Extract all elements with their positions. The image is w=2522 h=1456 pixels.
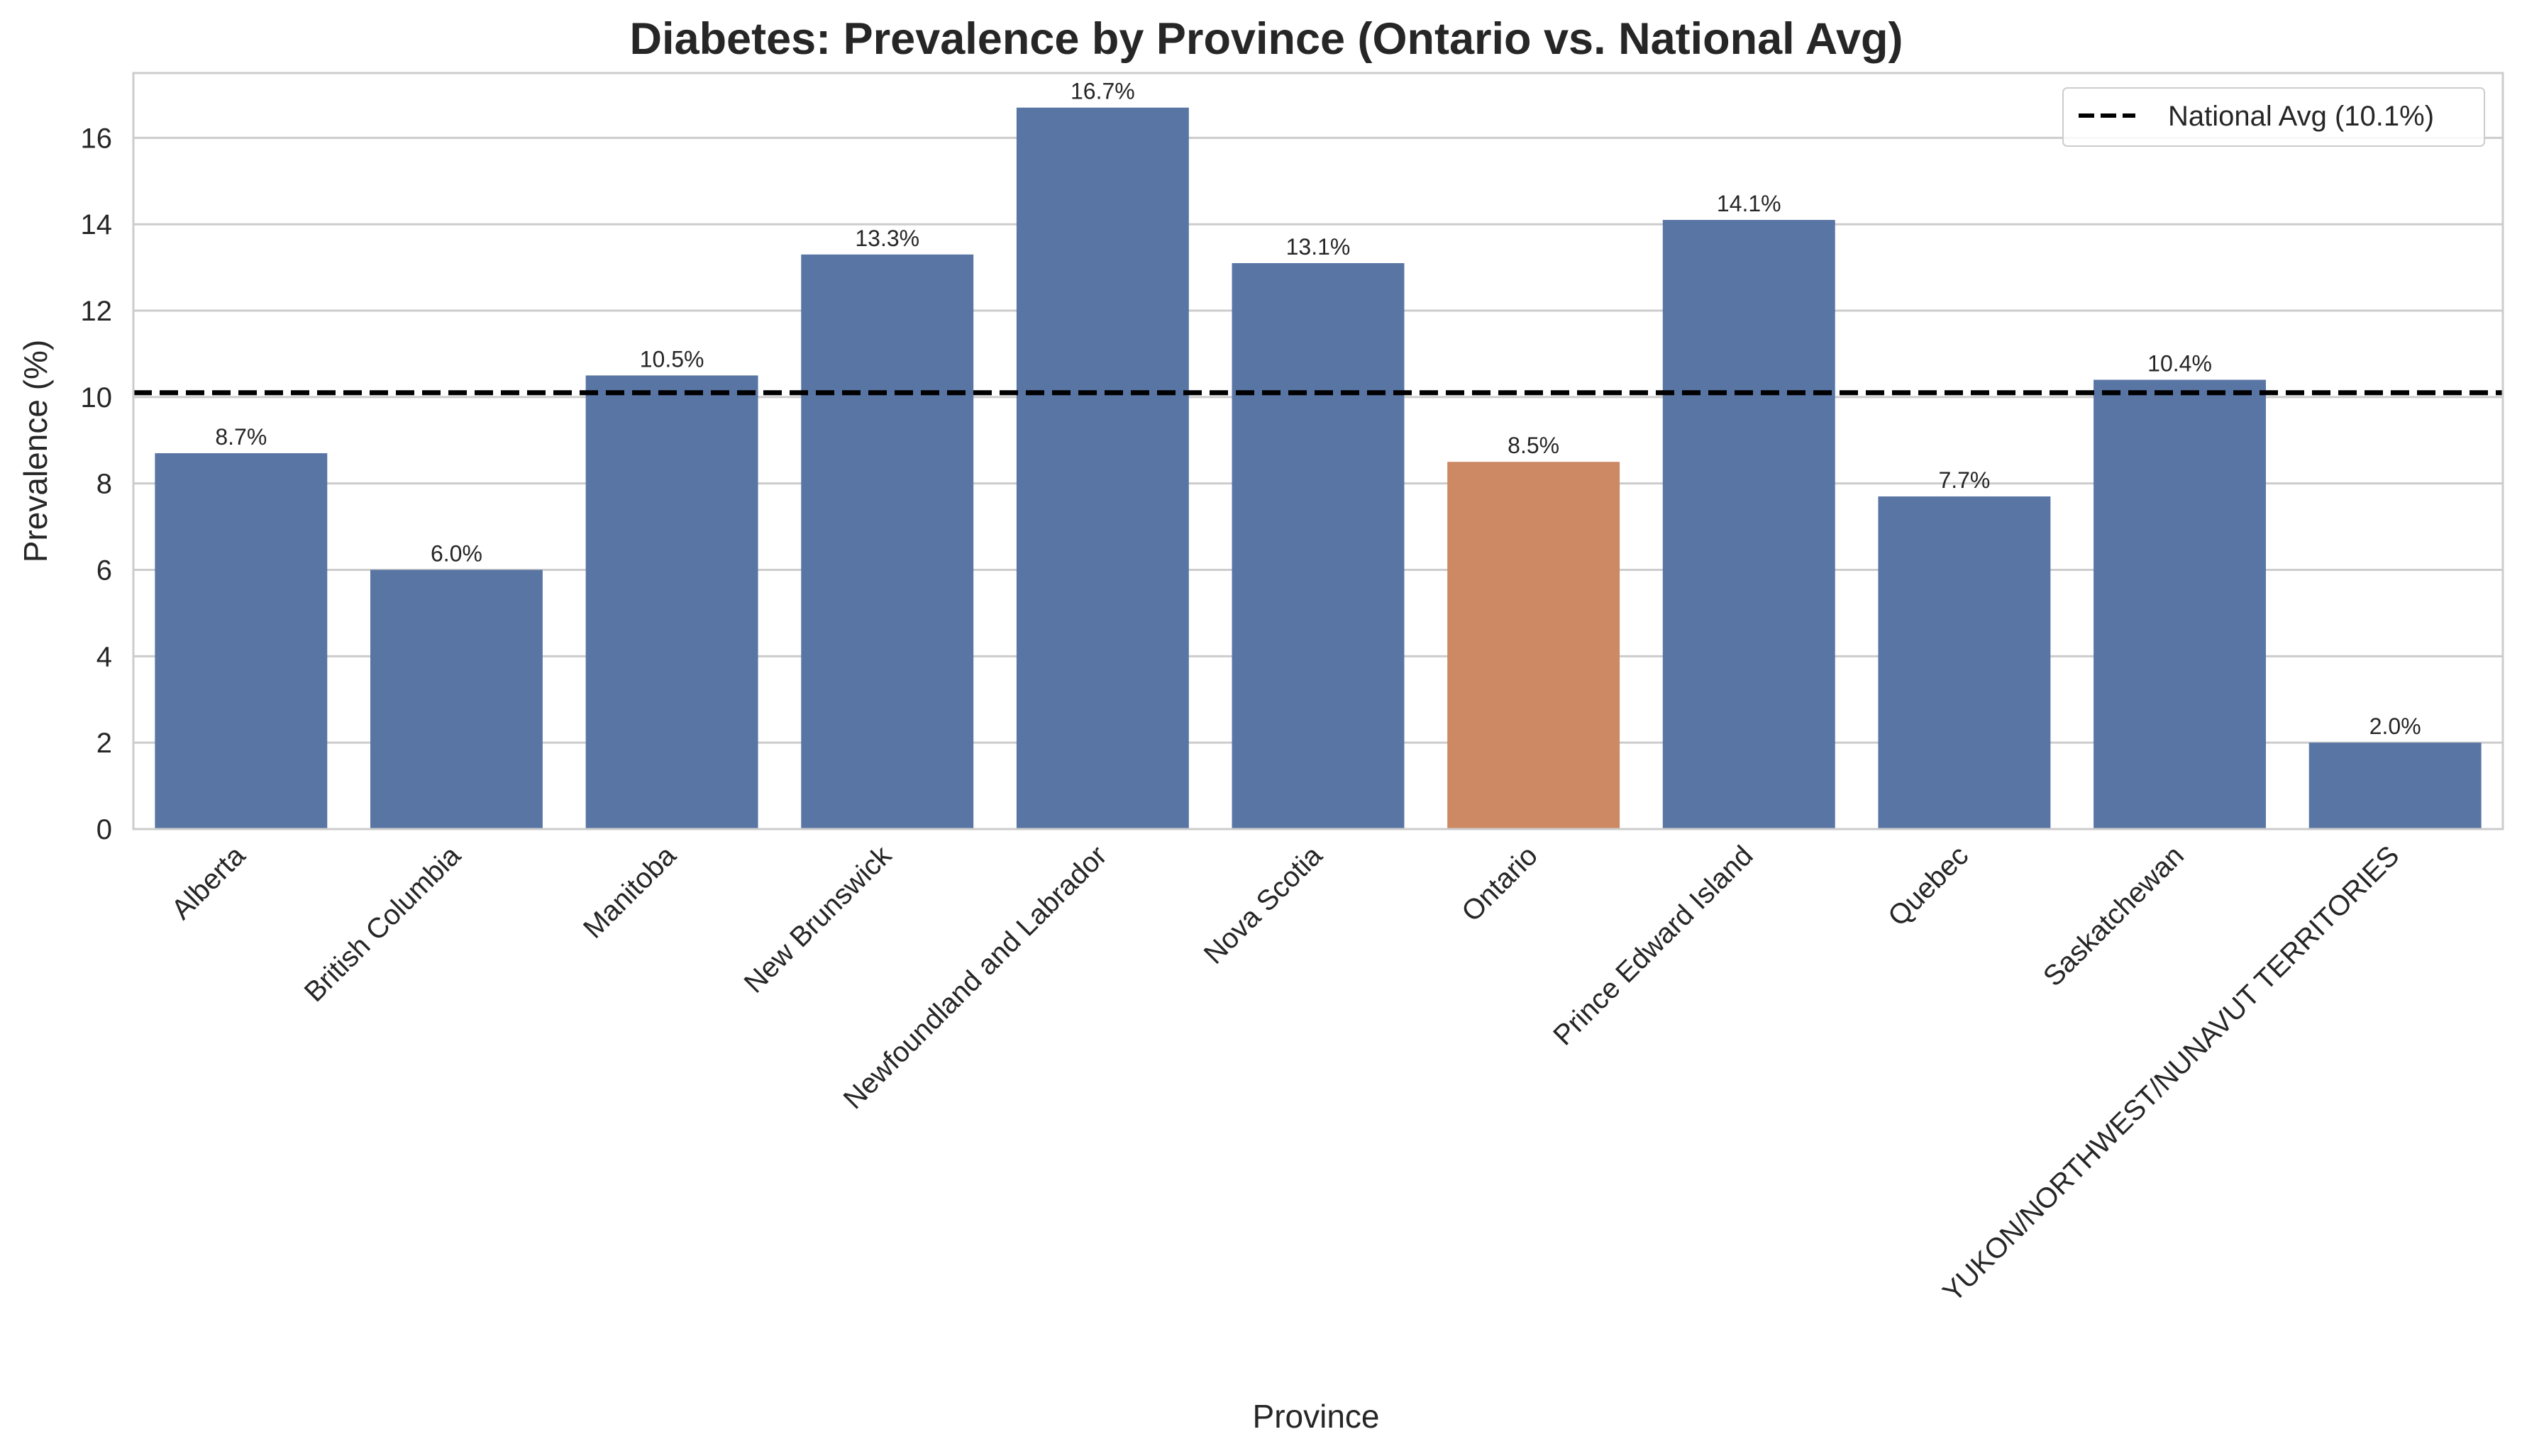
data-label-new-brunswick: 13.3% xyxy=(855,226,919,251)
bar-manitoba xyxy=(585,375,758,829)
y-tick-label-8: 8 xyxy=(96,469,112,500)
data-label-manitoba: 10.5% xyxy=(640,346,704,372)
x-tick-label-manitoba: Manitoba xyxy=(577,840,682,945)
y-tick-label-16: 16 xyxy=(81,123,113,154)
data-label-prince-edward-island: 14.1% xyxy=(1717,191,1781,216)
bar-nova-scotia xyxy=(1232,263,1405,830)
y-tick-label-12: 12 xyxy=(81,296,113,327)
bar-saskatchewan xyxy=(2094,379,2266,829)
data-label-alberta: 8.7% xyxy=(215,424,267,450)
data-label-ontario: 8.5% xyxy=(1508,433,1559,458)
legend-box xyxy=(2062,87,2485,147)
data-label-newfoundland-and-labrador: 16.7% xyxy=(1071,79,1135,104)
y-tick-label-6: 6 xyxy=(96,555,112,587)
data-label-nova-scotia: 13.1% xyxy=(1286,234,1351,260)
x-tick-label-new-brunswick: New Brunswick xyxy=(739,840,898,999)
data-label-yukon-northwest-nunavut-territories: 2.0% xyxy=(2369,713,2421,739)
x-tick-label-quebec: Quebec xyxy=(1882,840,1974,932)
y-tick-label-0: 0 xyxy=(96,814,112,845)
bar-prince-edward-island xyxy=(1662,220,1835,829)
bar-yukon-northwest-nunavut-territories xyxy=(2308,743,2482,829)
plot-frame xyxy=(132,72,2504,830)
x-tick-label-saskatchewan: Saskatchewan xyxy=(2037,840,2190,992)
y-axis-label: Prevalence (%) xyxy=(17,340,54,562)
data-labels: 8.7% 6.0% 10.5% 13.3% 16.7% 13.1% 8.5% 14.1% 7.7… xyxy=(215,79,2421,739)
bar-british-columbia xyxy=(370,569,543,829)
x-tick-label-nova-scotia: Nova Scotia xyxy=(1198,840,1329,970)
legend: National Avg (10.1%) xyxy=(2062,87,2485,147)
bar-ontario xyxy=(1447,462,1620,829)
chart-title: Diabetes: Prevalence by Province (Ontari… xyxy=(630,14,1903,64)
x-axis-label: Province xyxy=(1253,1398,1380,1435)
data-label-british-columbia: 6.0% xyxy=(431,541,482,567)
legend-entry-national-avg: National Avg (10.1%) xyxy=(2168,101,2434,132)
bar-newfoundland-and-labrador xyxy=(1016,107,1189,829)
x-axis-ticks: Alberta British Columbia Manitoba New Bruns… xyxy=(165,840,2405,1308)
bar-new-brunswick xyxy=(801,254,974,830)
x-tick-label-yukon-northwest-nunavut-territories: YUKON/NORTHWEST/NUNAVUT TERRITORIES xyxy=(1937,840,2405,1308)
y-tick-label-4: 4 xyxy=(96,641,112,672)
bar-alberta xyxy=(155,453,328,829)
data-label-quebec: 7.7% xyxy=(1938,467,1990,493)
y-tick-label-10: 10 xyxy=(81,382,113,413)
x-tick-label-british-columbia: British Columbia xyxy=(299,840,468,1008)
y-axis-ticks: 0 2 4 6 8 10 12 14 16 xyxy=(81,123,113,845)
y-tick-label-2: 2 xyxy=(96,728,112,759)
y-tick-label-14: 14 xyxy=(81,209,113,240)
bar-quebec xyxy=(1878,496,2051,829)
data-label-saskatchewan: 10.4% xyxy=(2147,350,2212,376)
bars xyxy=(155,107,2482,830)
x-tick-label-prince-edward-island: Prince Edward Island xyxy=(1547,840,1759,1051)
x-tick-label-ontario: Ontario xyxy=(1456,840,1544,928)
x-tick-label-newfoundland-and-labrador: Newfoundland and Labrador xyxy=(838,840,1113,1115)
x-tick-label-alberta: Alberta xyxy=(165,840,251,926)
